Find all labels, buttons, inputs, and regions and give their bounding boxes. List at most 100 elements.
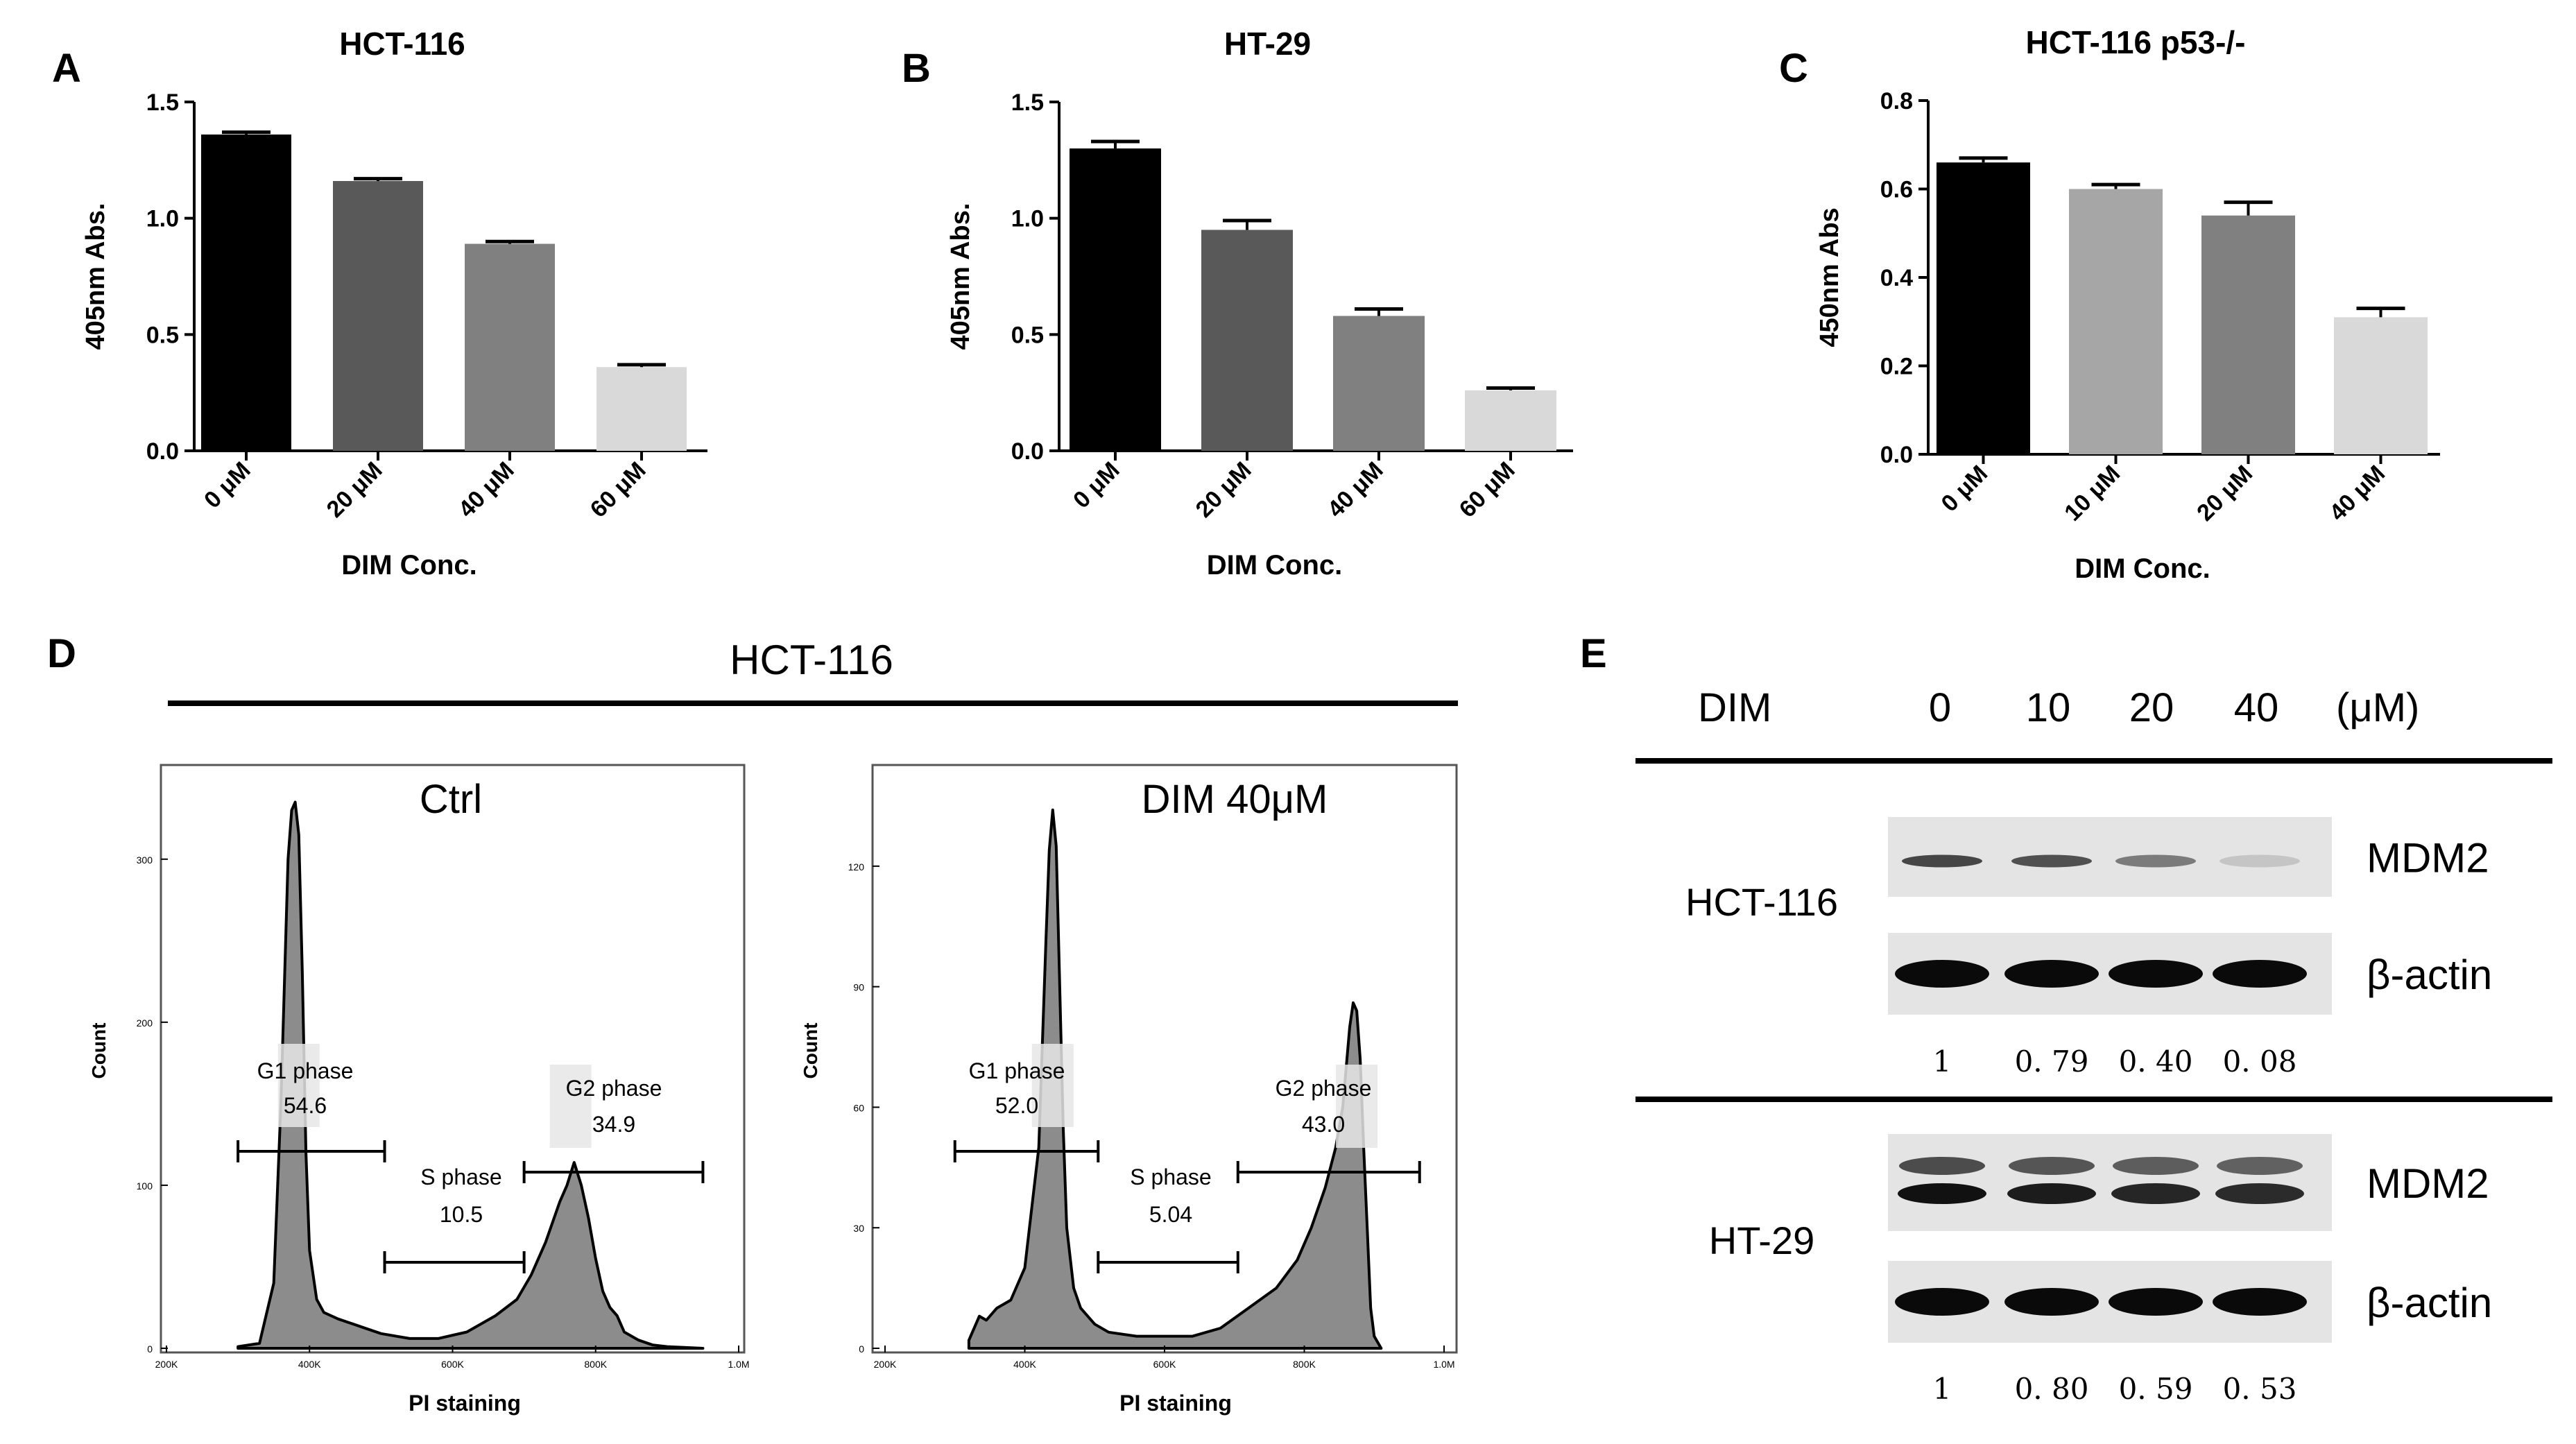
x-axis-label: PI staining (1119, 1391, 1232, 1416)
y-axis-label: 405nm Abs. (81, 203, 110, 350)
blot-quant-value: 1 (1933, 1372, 1952, 1406)
chart-title: HCT-116 p53-/- (2026, 24, 2246, 60)
blot-band (2219, 854, 2300, 868)
y-tick-label: 100 (137, 1180, 153, 1192)
gate-percent: 34.9 (592, 1112, 635, 1137)
y-tick-label: 0.5 (1011, 322, 1044, 348)
gate-highlight (1031, 1044, 1074, 1127)
x-tick-label: 200K (874, 1359, 897, 1370)
x-axis-label: PI staining (409, 1391, 521, 1416)
blot-treatment-label: DIM (1698, 685, 1771, 730)
x-tick-label: 20 μM (322, 457, 388, 523)
chart-title: HT-29 (1224, 26, 1311, 62)
y-tick-label: 0.5 (146, 322, 179, 348)
blot-band (1898, 1183, 1986, 1204)
blot-quant-value: 0. 08 (2223, 1045, 2297, 1078)
x-tick-label: 600K (441, 1359, 464, 1370)
gate-percent: 54.6 (284, 1093, 327, 1118)
blot-protein-label: β-actin (2367, 1280, 2492, 1326)
blot-band (2213, 1288, 2307, 1316)
histogram-curve (237, 800, 705, 1350)
x-tick-label: 600K (1153, 1359, 1176, 1370)
x-tick-label: 40 μM (1323, 457, 1389, 523)
gate-name: G2 phase (566, 1076, 662, 1101)
blot-band (2007, 1183, 2096, 1204)
gate-name: G2 phase (1276, 1076, 1372, 1101)
y-axis-label: 450nm Abs (1815, 207, 1844, 347)
bar (1333, 316, 1425, 451)
blot-band (2215, 1183, 2304, 1204)
bar (1465, 390, 1556, 451)
blot-dose-label: 10 (2026, 685, 2071, 730)
y-tick-label: 1.0 (1011, 206, 1044, 232)
blot-membrane (1888, 1134, 2332, 1231)
y-tick-label: 0.8 (1880, 88, 1913, 114)
y-tick-label: 1.5 (146, 89, 179, 116)
y-tick-label: 0.0 (1011, 438, 1044, 465)
y-tick-label: 90 (853, 982, 864, 993)
x-tick-label: 10 μM (2059, 461, 2125, 526)
bar (2334, 317, 2428, 454)
blot-protein-label: MDM2 (2367, 835, 2489, 882)
y-tick-label: 0 (147, 1343, 153, 1355)
x-tick-label: 1.0M (728, 1359, 749, 1370)
gate-percent: 43.0 (1302, 1112, 1345, 1137)
flow-panel-title: HCT-116 (730, 637, 893, 683)
gate-name: G1 phase (257, 1058, 354, 1083)
x-tick-label: 60 μM (1454, 457, 1520, 523)
blot-band (2113, 1157, 2199, 1175)
y-axis-label: 405nm Abs. (946, 203, 975, 350)
y-tick-label: 0.6 (1880, 177, 1913, 203)
gate-highlight (549, 1065, 592, 1148)
y-tick-label: 0.4 (1880, 265, 1913, 291)
plot-frame (160, 764, 746, 1354)
bar (2201, 215, 2295, 454)
plot-title: DIM 40μM (1142, 777, 1328, 822)
blot-protein-label: β-actin (2367, 952, 2492, 998)
bar (2069, 189, 2163, 454)
blot-band (2213, 960, 2307, 988)
x-tick-label: 0 μM (1936, 461, 1993, 517)
x-tick-label: 400K (1013, 1359, 1036, 1370)
x-tick-label: 1.0M (1433, 1359, 1454, 1370)
bar (201, 134, 291, 452)
y-tick-label: 200 (137, 1017, 153, 1029)
bar (465, 243, 555, 451)
blot-band (2111, 1183, 2200, 1204)
blot-band (2109, 1288, 2203, 1316)
blot-quant-value: 1 (1933, 1045, 1952, 1078)
x-tick-label: 200K (155, 1359, 178, 1370)
y-tick-label: 30 (853, 1223, 864, 1234)
y-tick-label: 0 (859, 1343, 864, 1355)
bar (333, 181, 423, 451)
panel-letter-d: D (47, 631, 76, 676)
gate-percent: 5.04 (1149, 1202, 1192, 1227)
panel-letter-b: B (902, 46, 931, 91)
panel-letter-c: C (1779, 46, 1808, 91)
y-tick-label: 0.2 (1880, 354, 1913, 380)
blot-band (1895, 1288, 1989, 1316)
blot-quant-value: 0. 80 (2015, 1372, 2089, 1406)
y-axis-label: Count (88, 1023, 110, 1079)
x-tick-label: 60 μM (585, 457, 651, 523)
x-tick-label: 0 μM (1068, 457, 1125, 514)
blot-band (2004, 1288, 2099, 1316)
gate-name: S phase (1130, 1164, 1211, 1189)
x-axis-label: DIM Conc. (2075, 553, 2210, 584)
chart-title: HCT-116 (339, 26, 465, 62)
bar (1937, 162, 2030, 454)
blot-band (1895, 960, 1989, 988)
blot-quant-value: 0. 53 (2223, 1372, 2297, 1406)
bar-chart-c: HCT-116 p53-/- 0.0 0.2 0.4 0.6 0.8 450nm Abs 0 … (1815, 24, 2440, 584)
blot-protein-label: MDM2 (2367, 1160, 2489, 1207)
gate-highlight (277, 1044, 320, 1127)
blot-band (1902, 854, 1982, 868)
y-axis-label: Count (800, 1023, 821, 1079)
x-tick-label: 40 μM (454, 457, 520, 523)
bar (1070, 148, 1161, 452)
western-blot: DIM 0 10 20 40 (μM) HCT-116 MDM2 β-actin 1 0. 79 0.… (1635, 685, 2552, 1406)
plot-title: Ctrl (420, 777, 482, 822)
blot-band (2004, 960, 2099, 988)
y-tick-label: 1.5 (1011, 89, 1044, 116)
